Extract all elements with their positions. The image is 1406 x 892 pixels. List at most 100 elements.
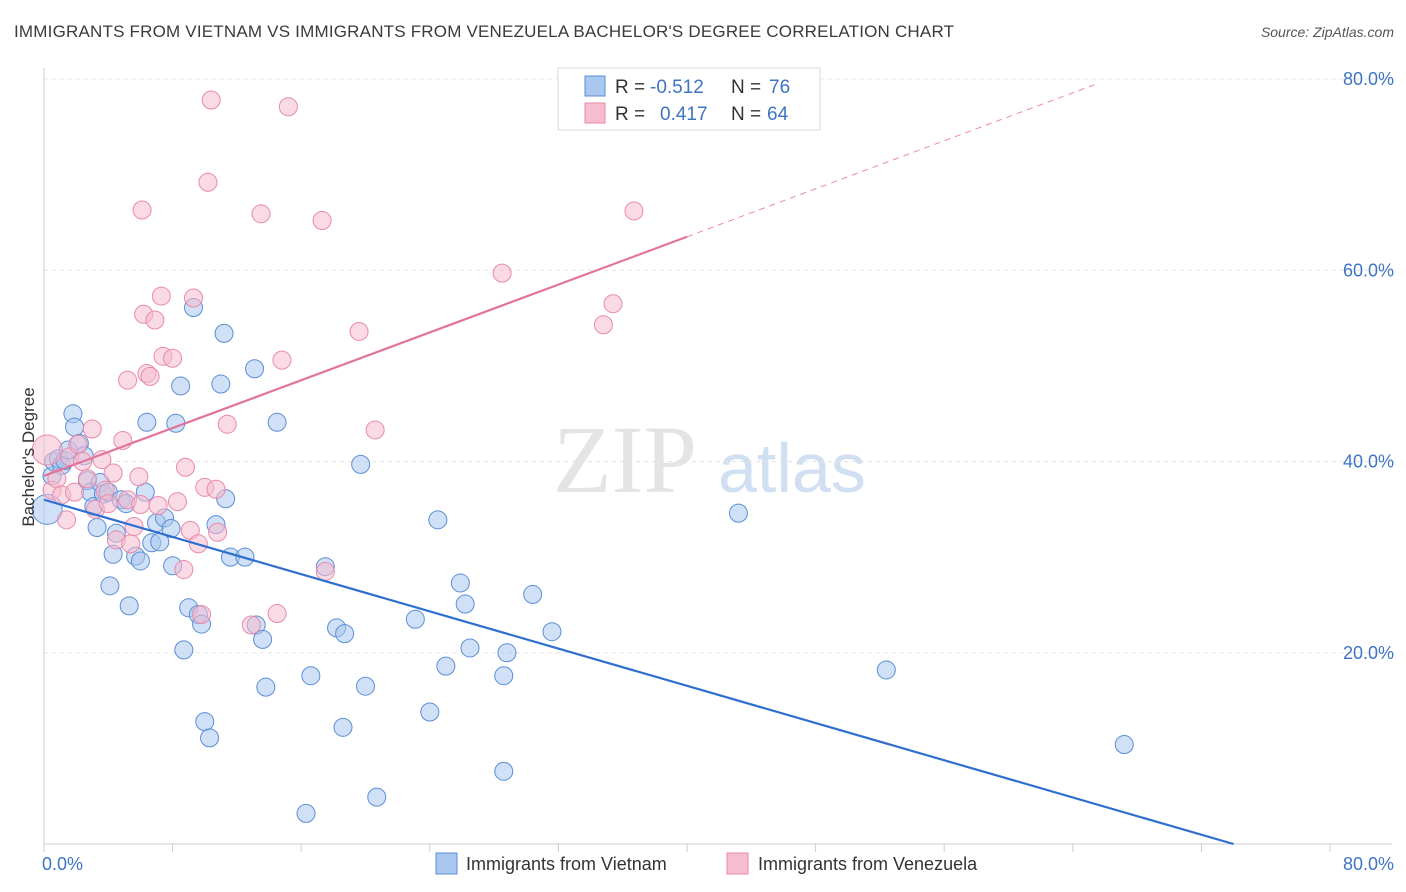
- point-venezuela: [129, 467, 149, 487]
- stats-legend-swatch-venezuela: [584, 102, 606, 124]
- point-venezuela: [174, 560, 194, 580]
- point-venezuela: [145, 310, 165, 330]
- point-venezuela: [201, 90, 221, 110]
- stats-legend-n-label: N =: [731, 77, 761, 98]
- point-venezuela: [77, 469, 97, 489]
- x-axis-ticks: [43, 844, 1331, 852]
- point-vietnam: [428, 510, 448, 530]
- y-tick-label: 60.0%: [1343, 260, 1394, 280]
- point-venezuela: [267, 604, 287, 624]
- point-vietnam: [367, 787, 387, 807]
- point-venezuela: [103, 463, 123, 483]
- point-vietnam: [87, 517, 107, 537]
- point-vietnam: [119, 596, 139, 616]
- point-venezuela: [192, 605, 212, 624]
- point-venezuela: [121, 534, 141, 554]
- y-tick-labels: 20.0% 40.0% 60.0% 80.0%: [1343, 69, 1394, 663]
- point-vietnam: [542, 622, 562, 642]
- point-venezuela: [208, 522, 228, 542]
- point-vietnam: [256, 677, 276, 697]
- x-tick-label-max: 80.0%: [1343, 854, 1394, 874]
- point-vietnam: [171, 376, 191, 396]
- point-vietnam: [137, 412, 157, 432]
- point-venezuela: [31, 434, 63, 466]
- point-venezuela: [593, 315, 613, 335]
- point-venezuela: [272, 350, 292, 370]
- trend-line-vietnam: [43, 498, 1234, 846]
- point-vietnam: [523, 584, 543, 604]
- stats-legend: R = -0.512 N = 76 R = 0.417 N = 64: [557, 67, 821, 131]
- point-venezuela: [278, 97, 298, 117]
- point-vietnam: [405, 609, 425, 629]
- point-vietnam: [1114, 735, 1134, 755]
- point-vietnam: [245, 359, 265, 379]
- point-vietnam: [420, 702, 440, 722]
- point-vietnam: [174, 640, 194, 660]
- series-legend: Immigrants from Vietnam Immigrants from …: [435, 852, 978, 875]
- source-label: Source: ZipAtlas.com: [1260, 24, 1394, 40]
- trend-line-venezuela-extension: [686, 83, 1098, 238]
- point-venezuela: [118, 370, 138, 390]
- point-venezuela: [68, 434, 88, 454]
- point-venezuela: [241, 615, 261, 635]
- point-venezuela: [624, 201, 644, 221]
- stats-legend-n-vietnam: 76: [769, 77, 790, 98]
- x-tick-label-min: 0.0%: [42, 854, 83, 874]
- stats-legend-r-label: R =: [615, 77, 645, 98]
- stats-legend-r-vietnam: -0.512: [650, 77, 704, 98]
- point-venezuela: [151, 286, 171, 306]
- point-venezuela: [175, 457, 195, 477]
- point-venezuela: [65, 482, 85, 502]
- watermark: ZIP atlas: [553, 406, 866, 513]
- point-venezuela: [206, 479, 226, 499]
- point-venezuela: [98, 494, 118, 514]
- point-venezuela: [183, 288, 203, 308]
- y-tick-label: 80.0%: [1343, 69, 1394, 89]
- legend-label-venezuela: Immigrants from Venezuela: [758, 854, 978, 874]
- trend-line-venezuela: [43, 235, 688, 477]
- point-venezuela: [130, 495, 150, 515]
- point-vietnam: [460, 638, 480, 658]
- point-venezuela: [82, 419, 102, 439]
- point-venezuela: [140, 366, 160, 386]
- point-vietnam: [301, 666, 321, 686]
- point-venezuela: [315, 561, 335, 581]
- point-vietnam: [356, 676, 375, 696]
- stats-legend-n-label: N =: [731, 104, 761, 125]
- point-vietnam: [494, 666, 514, 686]
- point-vietnam: [455, 594, 475, 614]
- y-axis-title: Bachelor's Degree: [19, 387, 38, 526]
- watermark-zip: ZIP: [553, 406, 697, 513]
- point-vietnam: [267, 412, 287, 432]
- point-venezuela: [365, 420, 385, 440]
- point-vietnam: [130, 551, 150, 571]
- watermark-atlas: atlas: [718, 429, 866, 507]
- point-vietnam: [876, 660, 896, 680]
- point-vietnam: [100, 576, 120, 596]
- point-venezuela: [148, 495, 168, 515]
- point-vietnam: [335, 624, 355, 644]
- point-venezuela: [492, 263, 512, 283]
- point-vietnam: [211, 374, 231, 394]
- point-venezuela: [312, 211, 332, 231]
- point-venezuela: [217, 414, 237, 434]
- point-vietnam: [65, 417, 85, 437]
- y-tick-label: 20.0%: [1343, 643, 1394, 663]
- point-vietnam: [296, 803, 316, 823]
- point-venezuela: [603, 294, 623, 314]
- gridlines: [44, 78, 1392, 654]
- point-venezuela: [163, 348, 183, 368]
- point-venezuela: [57, 510, 77, 530]
- point-vietnam: [494, 761, 514, 781]
- point-venezuela: [198, 172, 218, 192]
- chart-title: IMMIGRANTS FROM VIETNAM VS IMMIGRANTS FR…: [14, 22, 955, 41]
- point-vietnam: [214, 323, 234, 343]
- point-venezuela: [167, 492, 187, 512]
- stats-legend-r-label: R =: [615, 104, 645, 125]
- point-vietnam: [436, 656, 456, 676]
- point-vietnam: [195, 712, 215, 732]
- legend-swatch-vietnam: [435, 852, 458, 875]
- legend-label-vietnam: Immigrants from Vietnam: [466, 854, 667, 874]
- series-venezuela-points: [31, 90, 644, 635]
- point-vietnam: [200, 728, 220, 748]
